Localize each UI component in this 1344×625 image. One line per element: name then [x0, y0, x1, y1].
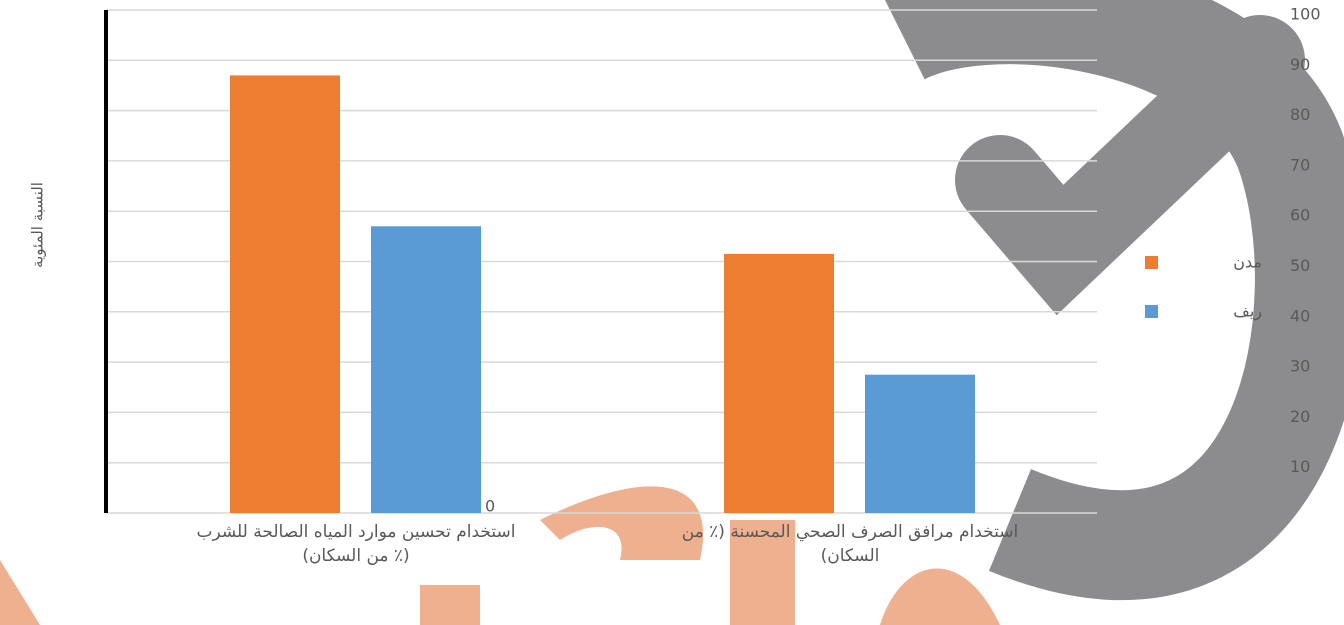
bar [230, 75, 340, 513]
x-tick-label: استخدام مرافق الصرف الصحي المحسنة (٪ من … [650, 520, 1050, 568]
y-tick-label: 80 [1290, 105, 1310, 124]
y-tick-label: 20 [1290, 407, 1310, 426]
y-tick-label: 60 [1290, 206, 1310, 225]
y-tick-label: 40 [1290, 306, 1310, 325]
y-tick-label: 100 [1290, 5, 1321, 24]
y-tick-label: 30 [1290, 357, 1310, 376]
bar [724, 254, 834, 513]
y-axis-label: النسبة المئوية [29, 182, 47, 268]
y-tick-label: 70 [1290, 155, 1310, 174]
legend-label: مدن [1233, 253, 1262, 272]
x-tick-label: استخدام تحسين موارد المياه الصالحة للشرب… [191, 520, 521, 568]
y-tick-label: 10 [1290, 457, 1310, 476]
legend-label: ريف [1233, 302, 1262, 322]
y-tick-label: 50 [1290, 256, 1310, 275]
bar [865, 375, 975, 513]
y-tick-label: 90 [1290, 55, 1310, 74]
legend-swatch [1145, 256, 1158, 269]
page: {"chart_data": {"type": "bar", "y_label"… [0, 0, 1344, 625]
y-tick-label: 0 [485, 497, 495, 516]
bar [371, 226, 481, 513]
legend-swatch [1145, 305, 1158, 318]
